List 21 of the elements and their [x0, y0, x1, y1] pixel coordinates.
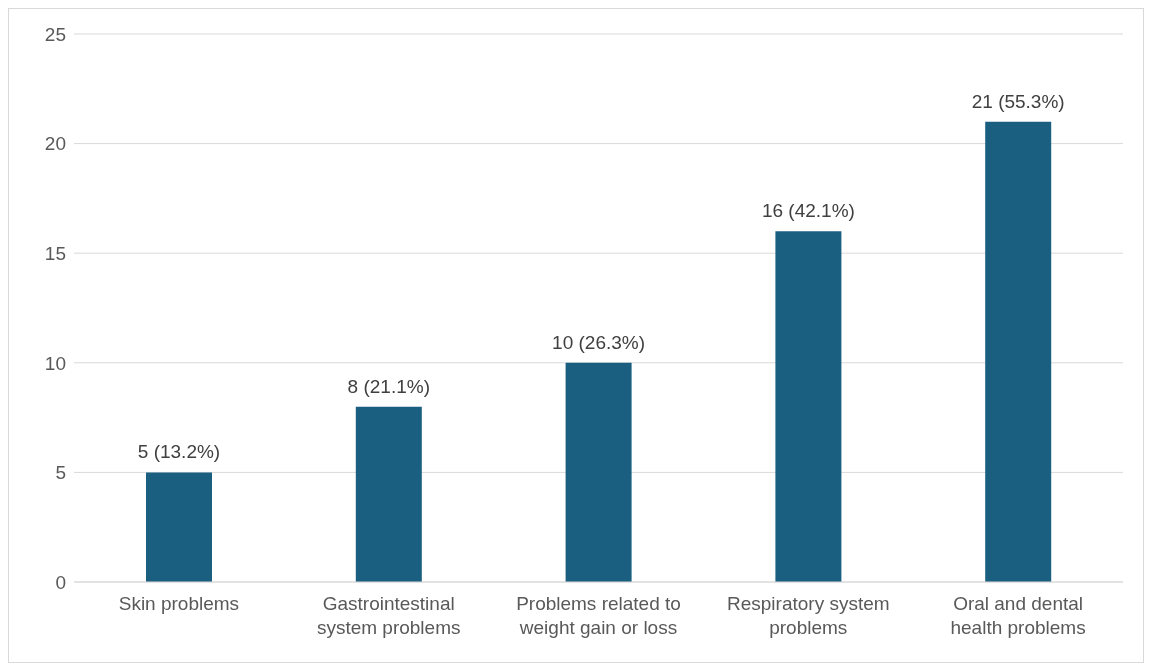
y-tick-label: 5: [55, 462, 66, 484]
x-tick-label: Oral and dental health problems: [950, 593, 1086, 638]
x-tick-label: Respiratory system problems: [727, 593, 890, 638]
x-tick-label: Gastrointestinal system problems: [316, 593, 461, 638]
bar: [985, 121, 1052, 582]
data-label: 10 (26.3%): [552, 331, 646, 353]
data-label: 16 (42.1%): [761, 200, 855, 222]
bar: [146, 472, 212, 582]
x-tick-label: Skin problems: [118, 593, 240, 614]
y-tick-label: 10: [44, 352, 66, 374]
bar: [355, 406, 422, 582]
bar: [775, 231, 842, 582]
y-tick-label: 0: [55, 571, 66, 593]
data-label: 21 (55.3%): [971, 90, 1065, 112]
data-label: 5 (13.2%): [137, 441, 221, 463]
y-tick-label: 20: [44, 133, 66, 155]
data-label: 8 (21.1%): [347, 375, 430, 397]
x-tick-label: Problems related to weight gain or loss: [516, 593, 681, 638]
y-tick-label: 15: [44, 242, 66, 264]
y-tick-label: 25: [44, 23, 66, 45]
bar: [565, 362, 632, 582]
